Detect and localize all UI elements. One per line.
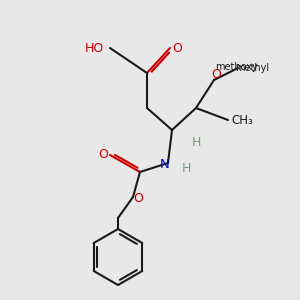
Text: HO: HO	[85, 41, 104, 55]
Text: N: N	[160, 158, 170, 170]
Text: methoxy: methoxy	[214, 62, 257, 72]
Text: O: O	[133, 193, 143, 206]
Text: CH₃: CH₃	[231, 113, 253, 127]
Text: O: O	[98, 148, 108, 161]
Text: H: H	[181, 163, 191, 176]
Text: O: O	[172, 41, 182, 55]
Text: methyl: methyl	[235, 63, 269, 73]
Text: H: H	[191, 136, 201, 149]
Text: O: O	[211, 68, 221, 80]
